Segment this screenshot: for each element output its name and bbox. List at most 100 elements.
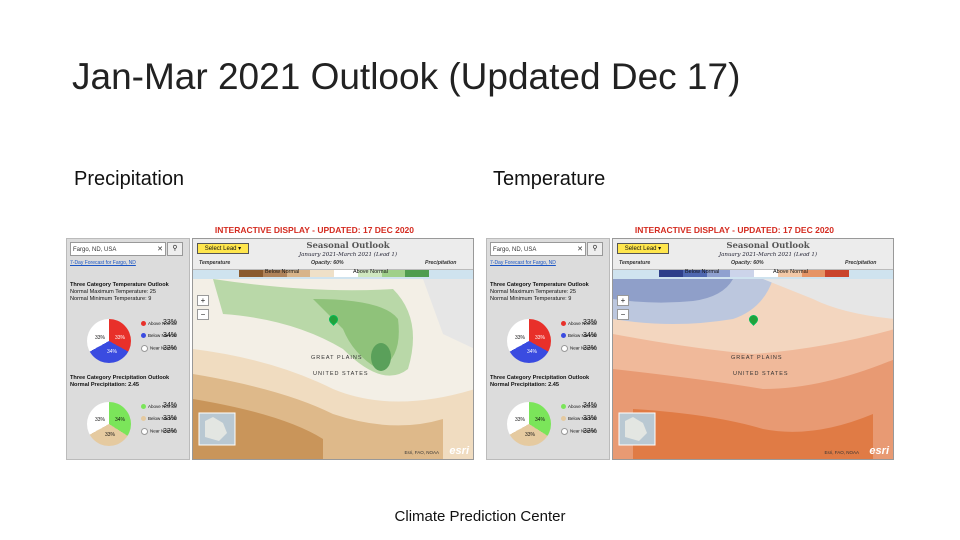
legend-below: Below Normal bbox=[561, 333, 596, 339]
precipitation-toggle[interactable]: Precipitation bbox=[425, 260, 457, 266]
temperature-outlook-screenshot: INTERACTIVE DISPLAY - UPDATED: 17 DEC 20… bbox=[486, 222, 894, 460]
map-subtitle: January 2021-March 2021 (Lead 1) bbox=[298, 252, 398, 258]
country-label: UNITED STATES bbox=[733, 371, 789, 377]
pie-label: 33% bbox=[105, 432, 116, 438]
search-input[interactable]: Fargo, ND, USA ✕ bbox=[490, 242, 586, 256]
outlook-map[interactable]: Seasonal Outlook January 2021-March 2021… bbox=[612, 238, 894, 460]
country-label: UNITED STATES bbox=[313, 371, 369, 377]
select-lead-dropdown[interactable]: Select Lead ▾ bbox=[197, 243, 249, 254]
zoom-out-button[interactable]: − bbox=[617, 309, 629, 320]
clear-icon[interactable]: ✕ bbox=[577, 246, 583, 253]
legend-above: Above Normal bbox=[561, 321, 597, 327]
map-credit: Esri, FAO, NOAA bbox=[824, 450, 859, 455]
legend-near: Near Normal bbox=[561, 428, 596, 435]
normal-precip: Normal Precipitation: 2.45 bbox=[70, 382, 140, 388]
precipitation-map-graphic bbox=[193, 277, 473, 459]
clear-icon[interactable]: ✕ bbox=[157, 246, 163, 253]
temperature-pie-chart bbox=[87, 319, 131, 363]
temperature-pie-chart bbox=[507, 319, 551, 363]
normal-precip: Normal Precipitation: 2.45 bbox=[490, 382, 560, 388]
search-icon[interactable]: ⚲ bbox=[167, 242, 183, 256]
pie-label: 33% bbox=[95, 417, 106, 423]
pct-below: 33% bbox=[583, 415, 598, 422]
legend-near: Near Normal bbox=[141, 428, 176, 435]
precipitation-outlook-screenshot: INTERACTIVE DISPLAY - UPDATED: 17 DEC 20… bbox=[66, 222, 474, 460]
map-subtitle: January 2021-March 2021 (Lead 1) bbox=[718, 252, 818, 258]
pie-label: 34% bbox=[107, 349, 118, 355]
legend-above: Above Normal bbox=[561, 404, 597, 410]
temp-outlook-title: Three Category Temperature Outlook bbox=[490, 282, 589, 288]
esri-logo: esri bbox=[869, 445, 889, 457]
opacity-slider[interactable]: Opacity: 60% bbox=[311, 260, 344, 266]
zoom-out-button[interactable]: − bbox=[197, 309, 209, 320]
precipitation-pie-chart bbox=[507, 402, 551, 446]
below-normal-label: Below Normal bbox=[265, 269, 300, 275]
legend-below: Below Normal bbox=[141, 416, 176, 422]
slide-title: Jan-Mar 2021 Outlook (Updated Dec 17) bbox=[72, 56, 741, 97]
pct-above: 34% bbox=[163, 402, 178, 409]
forecast-link[interactable]: 7-Day Forecast for Fargo, ND bbox=[70, 260, 136, 266]
pct-below: 33% bbox=[163, 415, 178, 422]
map-title: Seasonal Outlook bbox=[306, 241, 390, 251]
zoom-in-button[interactable]: + bbox=[197, 295, 209, 306]
pie-label: 33% bbox=[515, 417, 526, 423]
region-label: GREAT PLAINS bbox=[311, 355, 363, 361]
pie-label: 33% bbox=[115, 335, 126, 341]
outlook-map[interactable]: Seasonal Outlook January 2021-March 2021… bbox=[192, 238, 474, 460]
map-title: Seasonal Outlook bbox=[726, 241, 810, 251]
pie-label: 33% bbox=[535, 335, 546, 341]
zoom-in-button[interactable]: + bbox=[617, 295, 629, 306]
precipitation-label: Precipitation bbox=[74, 168, 185, 190]
pct-near: 33% bbox=[583, 345, 598, 352]
temp-outlook-title: Three Category Temperature Outlook bbox=[70, 282, 169, 288]
pct-above: 34% bbox=[583, 402, 598, 409]
map-toolbar: Seasonal Outlook January 2021-March 2021… bbox=[613, 239, 893, 270]
category-color-bar bbox=[659, 270, 849, 277]
search-value: Fargo, ND, USA bbox=[493, 247, 537, 253]
pct-near: 33% bbox=[163, 428, 178, 435]
location-sidebar: Fargo, ND, USA ✕ ⚲ 7-Day Forecast for Far… bbox=[486, 238, 610, 460]
location-sidebar: Fargo, ND, USA ✕ ⚲ 7-Day Forecast for Far… bbox=[66, 238, 190, 460]
legend-below: Below Normal bbox=[141, 333, 176, 339]
pct-above: 33% bbox=[583, 319, 598, 326]
legend-above: Above Normal bbox=[141, 321, 177, 327]
search-icon[interactable]: ⚲ bbox=[587, 242, 603, 256]
temperature-label: Temperature bbox=[493, 168, 606, 190]
update-banner: INTERACTIVE DISPLAY - UPDATED: 17 DEC 20… bbox=[634, 225, 834, 235]
map-toolbar: Seasonal Outlook January 2021-March 2021… bbox=[193, 239, 473, 270]
normal-min-temp: Normal Minimum Temperature: 9 bbox=[490, 296, 572, 302]
pct-below: 34% bbox=[163, 332, 178, 339]
forecast-link[interactable]: 7-Day Forecast for Fargo, ND bbox=[490, 260, 556, 266]
category-color-bar bbox=[239, 270, 429, 277]
update-banner: INTERACTIVE DISPLAY - UPDATED: 17 DEC 20… bbox=[214, 225, 414, 235]
select-lead-dropdown[interactable]: Select Lead ▾ bbox=[617, 243, 669, 254]
pie-label: 34% bbox=[115, 417, 126, 423]
above-normal-label: Above Normal bbox=[773, 269, 808, 275]
map-credit: Esri, FAO, NOAA bbox=[404, 450, 439, 455]
pie-label: 33% bbox=[525, 432, 536, 438]
temperature-map-graphic bbox=[613, 277, 893, 459]
legend-above: Above Normal bbox=[141, 404, 177, 410]
pie-label: 34% bbox=[527, 349, 538, 355]
pct-near: 33% bbox=[583, 428, 598, 435]
normal-max-temp: Normal Maximum Temperature: 25 bbox=[70, 289, 157, 295]
pie-label: 33% bbox=[515, 335, 526, 341]
search-value: Fargo, ND, USA bbox=[73, 247, 117, 253]
temperature-toggle[interactable]: Temperature bbox=[199, 260, 231, 266]
legend-below: Below Normal bbox=[561, 416, 596, 422]
below-normal-label: Below Normal bbox=[685, 269, 720, 275]
legend-near: Near Normal bbox=[561, 345, 596, 352]
above-normal-label: Above Normal bbox=[353, 269, 388, 275]
temperature-toggle[interactable]: Temperature bbox=[619, 260, 651, 266]
normal-min-temp: Normal Minimum Temperature: 9 bbox=[70, 296, 152, 302]
search-input[interactable]: Fargo, ND, USA ✕ bbox=[70, 242, 166, 256]
region-label: GREAT PLAINS bbox=[731, 355, 783, 361]
precipitation-toggle[interactable]: Precipitation bbox=[845, 260, 877, 266]
opacity-slider[interactable]: Opacity: 60% bbox=[731, 260, 764, 266]
precipitation-pie-chart bbox=[87, 402, 131, 446]
pct-below: 34% bbox=[583, 332, 598, 339]
esri-logo: esri bbox=[449, 445, 469, 457]
normal-max-temp: Normal Maximum Temperature: 25 bbox=[490, 289, 577, 295]
precip-outlook-title: Three Category Precipitation Outlook bbox=[70, 375, 170, 381]
pct-above: 33% bbox=[163, 319, 178, 326]
